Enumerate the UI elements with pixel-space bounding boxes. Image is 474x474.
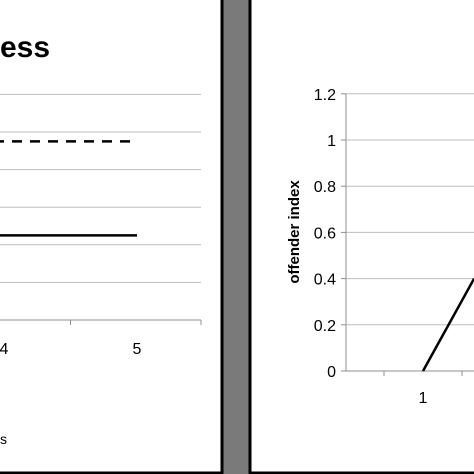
chart-left-x-axis-label: s — [0, 431, 7, 447]
chart-right-y-tick-label: 1 — [327, 133, 336, 150]
chart-left-title: ess — [0, 31, 50, 64]
panel-right — [248, 0, 474, 474]
chart-right-y-axis-label: offender index — [286, 180, 303, 284]
chart-left-x-tick-label: 5 — [133, 341, 142, 358]
chart-right-y-tick-label: 1.2 — [314, 87, 336, 104]
chart-right-y-tick-label: 0.4 — [314, 272, 336, 289]
chart-right-y-tick-label: 0.8 — [314, 179, 336, 196]
chart-right-y-tick-label: 0.2 — [314, 318, 336, 335]
chart-right-series-line-0 — [421, 277, 474, 372]
panel-divider — [222, 0, 250, 474]
chart-right-x-tick-label: 1 — [419, 390, 428, 407]
chart-right-y-tick-label: 0 — [327, 364, 336, 381]
chart-right-y-tick-label: 0.6 — [314, 225, 336, 242]
chart-left-x-tick-label: 4 — [0, 341, 9, 358]
